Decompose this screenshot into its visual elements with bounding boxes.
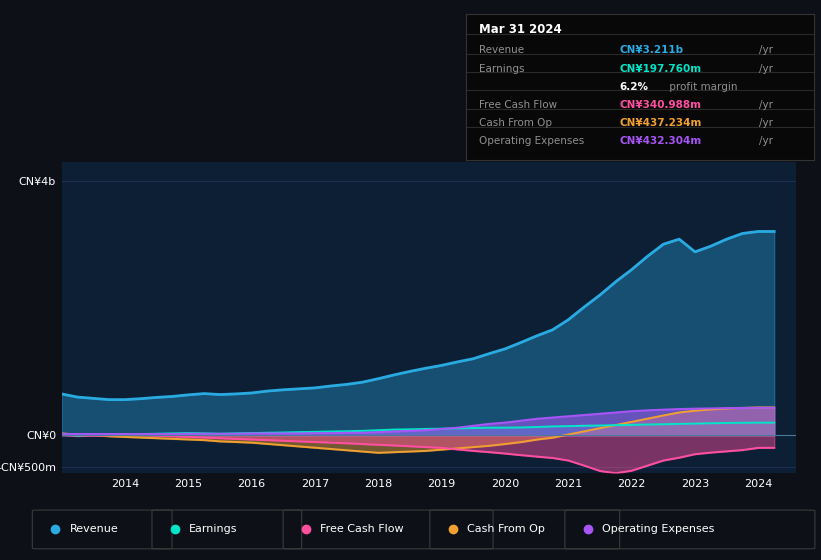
Text: /yr: /yr [759, 100, 773, 110]
Text: Free Cash Flow: Free Cash Flow [479, 100, 557, 110]
Text: CN¥340.988m: CN¥340.988m [619, 100, 701, 110]
Text: profit margin: profit margin [666, 82, 737, 92]
Text: /yr: /yr [759, 136, 773, 146]
Text: /yr: /yr [759, 45, 773, 54]
Text: Revenue: Revenue [70, 524, 118, 534]
Text: Free Cash Flow: Free Cash Flow [320, 524, 404, 534]
Text: Operating Expenses: Operating Expenses [479, 136, 585, 146]
Text: CN¥432.304m: CN¥432.304m [619, 136, 701, 146]
Text: /yr: /yr [759, 64, 773, 74]
Text: Mar 31 2024: Mar 31 2024 [479, 23, 562, 36]
Text: 6.2%: 6.2% [619, 82, 648, 92]
Text: Operating Expenses: Operating Expenses [602, 524, 714, 534]
Text: Earnings: Earnings [479, 64, 525, 74]
Text: Earnings: Earnings [189, 524, 237, 534]
Text: Cash From Op: Cash From Op [467, 524, 544, 534]
Text: CN¥437.234m: CN¥437.234m [619, 118, 701, 128]
Text: /yr: /yr [759, 118, 773, 128]
Text: Revenue: Revenue [479, 45, 525, 54]
Text: Cash From Op: Cash From Op [479, 118, 553, 128]
Text: CN¥197.760m: CN¥197.760m [619, 64, 701, 74]
Text: CN¥3.211b: CN¥3.211b [619, 45, 683, 54]
